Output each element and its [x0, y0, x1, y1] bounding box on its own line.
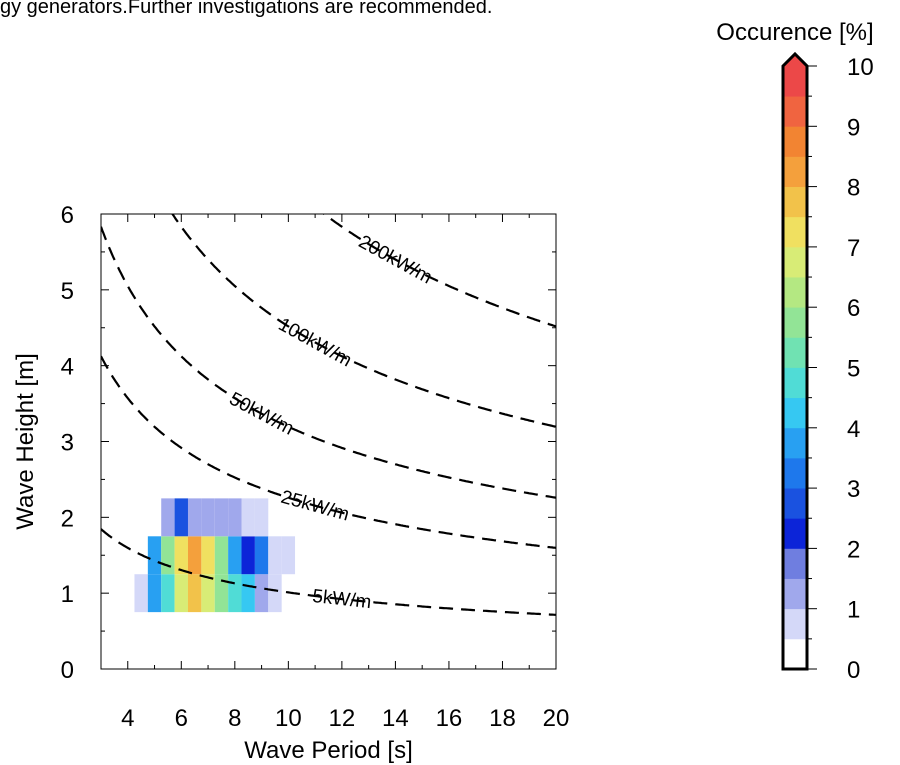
- colorbar: 0 1 2 3 4 5 6 7 8 9 10: [781, 51, 874, 684]
- colorbar-segment: [783, 457, 807, 489]
- heatmap-cell: [268, 536, 282, 575]
- colorbar-segment: [783, 216, 807, 248]
- heatmap-cell: [174, 574, 188, 613]
- heatmap-cell: [187, 536, 202, 575]
- heatmap-cells: [134, 498, 296, 613]
- colorbar-segment: [783, 548, 807, 579]
- colorbar-segment: [783, 427, 807, 459]
- x-tick-label: 10: [275, 705, 302, 732]
- colorbar-segment: [783, 307, 807, 338]
- heatmap-cell: [241, 498, 255, 537]
- colorbar-segment: [783, 186, 807, 218]
- heatmap-cell: [268, 574, 282, 613]
- x-tick-label: 4: [121, 705, 134, 732]
- y-tick-label: 4: [61, 354, 74, 381]
- colorbar-tick-label: 7: [847, 235, 860, 262]
- colorbar-tick-label: 10: [847, 54, 874, 81]
- x-tick-label: 6: [175, 705, 188, 732]
- colorbar-segment: [783, 518, 807, 549]
- heatmap-cell: [201, 574, 215, 613]
- colorbar-segment: [783, 578, 807, 610]
- colorbar-segment: [783, 246, 807, 278]
- colorbar-segment: [783, 367, 807, 399]
- colorbar-segment: [783, 337, 807, 368]
- x-tick-label: 16: [436, 705, 463, 732]
- heatmap-cell: [214, 498, 229, 537]
- contour-label: 200kW/m: [355, 231, 435, 288]
- colorbar-segment: [783, 638, 807, 670]
- x-tick-label: 18: [489, 705, 516, 732]
- colorbar-segment: [783, 397, 807, 429]
- heatmap-cell: [254, 574, 269, 613]
- colorbar-segment: [783, 488, 807, 519]
- y-tick-label: 3: [61, 430, 74, 457]
- colorbar-segment: [783, 277, 807, 308]
- colorbar-tick-label: 9: [847, 114, 860, 141]
- heatmap-cell: [228, 536, 242, 575]
- heatmap-cell: [161, 574, 175, 613]
- colorbar-segment: [783, 156, 807, 187]
- heatmap-cell: [187, 574, 202, 613]
- contour-line: [322, 214, 556, 328]
- heatmap-cell: [161, 536, 175, 575]
- x-tick-label: 8: [228, 705, 241, 732]
- y-tick-label: 6: [61, 202, 74, 229]
- colorbar-tick-label: 8: [847, 175, 860, 202]
- heatmap-cell: [174, 536, 188, 575]
- heatmap-cell: [254, 536, 269, 575]
- heatmap-cell: [134, 574, 148, 613]
- heatmap-cell: [214, 536, 229, 575]
- colorbar-tick-label: 1: [847, 597, 860, 624]
- y-tick-label: 5: [61, 278, 74, 305]
- heatmap-cell: [201, 536, 215, 575]
- colorbar-title: Occurence [%]: [716, 19, 873, 46]
- contour-label: 100kW/m: [275, 314, 355, 371]
- colorbar-tick-label: 5: [847, 356, 860, 383]
- x-tick-label: 14: [382, 705, 409, 732]
- colorbar-segment: [783, 96, 807, 127]
- heatmap-cell: [187, 498, 202, 537]
- colorbar-segment: [783, 126, 807, 157]
- x-axis-label: Wave Period [s]: [244, 737, 413, 764]
- heatmap-cell: [147, 574, 162, 613]
- heatmap-cell: [254, 498, 269, 537]
- contour-line: [101, 355, 556, 549]
- contour-label: 5kW/m: [311, 586, 372, 613]
- x-tick-label: 12: [329, 705, 356, 732]
- heatmap-cell: [214, 574, 229, 613]
- heatmap-cell: [228, 574, 242, 613]
- heatmap-cell: [281, 536, 296, 575]
- colorbar-segment: [783, 608, 807, 640]
- heatmap-cell: [161, 498, 175, 537]
- contour-label: 25kW/m: [279, 487, 352, 526]
- colorbar-tick-label: 2: [847, 536, 860, 563]
- y-tick-label: 1: [61, 581, 74, 608]
- colorbar-overflow-triangle: [783, 54, 807, 66]
- colorbar-segment: [783, 66, 807, 97]
- heatmap-cell: [228, 498, 242, 537]
- x-tick-label: 20: [543, 705, 570, 732]
- contour-label: 50kW/m: [226, 389, 297, 440]
- colorbar-tick-label: 3: [847, 476, 860, 503]
- heatmap-cell: [174, 498, 188, 537]
- colorbar-tick-label: 0: [847, 657, 860, 684]
- contour-line: [171, 214, 556, 428]
- y-tick-label: 0: [61, 657, 74, 684]
- colorbar-tick-label: 4: [847, 416, 860, 443]
- caption-text: gy generators.Further investigations are…: [0, 0, 493, 18]
- heatmap-cell: [241, 574, 255, 613]
- y-tick-label: 2: [61, 505, 74, 532]
- heatmap-cell: [147, 536, 162, 575]
- colorbar-tick-label: 6: [847, 295, 860, 322]
- heatmap-cell: [201, 498, 215, 537]
- heatmap-cell: [241, 536, 255, 575]
- y-axis-label: Wave Height [m]: [12, 353, 39, 530]
